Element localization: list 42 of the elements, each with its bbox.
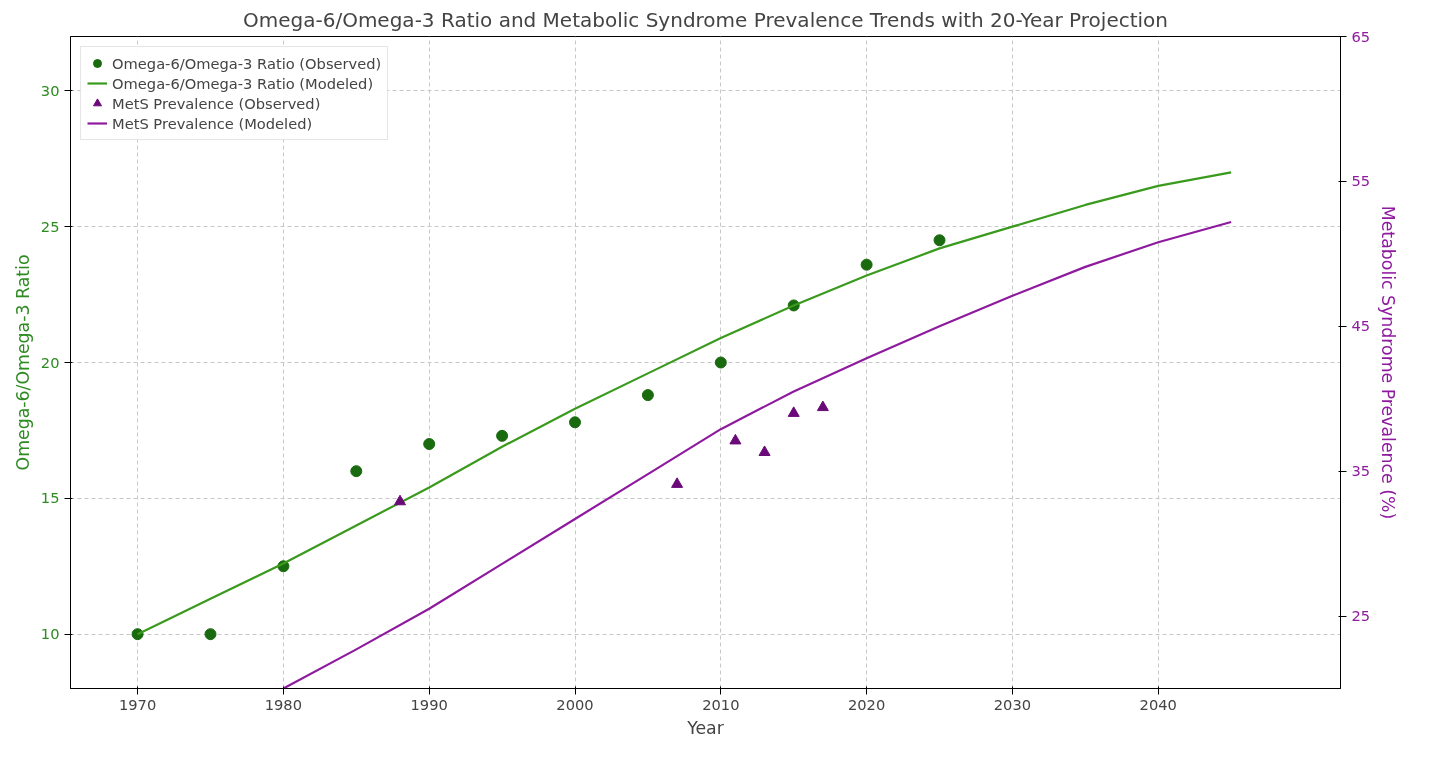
chart-title: Omega-6/Omega-3 Ratio and Metabolic Syndrome Prevalence Trends with 20-Year Projection bbox=[242, 7, 1169, 32]
x-tick-label: 2010 bbox=[702, 695, 740, 713]
x-axis-title: Year bbox=[686, 717, 725, 738]
x-tick-label: 1970 bbox=[118, 695, 157, 713]
point bbox=[729, 433, 742, 445]
x-tick-label: 2040 bbox=[1139, 695, 1177, 713]
point bbox=[816, 400, 829, 412]
legend-label: Omega-6/Omega-3 Ratio (Observed) bbox=[112, 54, 382, 72]
y-tick-label: 20 bbox=[40, 353, 60, 371]
y-tick-label: 25 bbox=[40, 217, 60, 235]
point bbox=[860, 258, 873, 271]
point bbox=[933, 234, 946, 247]
y2-axis-title: Metabolic Syndrome Prevalence (%) bbox=[1378, 205, 1399, 520]
point bbox=[671, 477, 684, 488]
y2-tick-label: 35 bbox=[1351, 462, 1371, 480]
point bbox=[641, 389, 654, 402]
point bbox=[714, 356, 727, 369]
y2-tick-label: 25 bbox=[1351, 607, 1371, 625]
point bbox=[423, 438, 436, 450]
y-tick-label: 15 bbox=[40, 489, 60, 507]
x-tick-label: 2000 bbox=[556, 695, 594, 713]
y2-tick-label: 65 bbox=[1351, 27, 1371, 45]
point bbox=[496, 429, 509, 442]
y-tick-label: 10 bbox=[40, 625, 60, 643]
x-tick-label: 2020 bbox=[847, 695, 886, 713]
y-tick-label: 30 bbox=[40, 81, 60, 99]
x-tick-label: 1980 bbox=[264, 695, 303, 713]
x-tick-label: 1990 bbox=[410, 695, 448, 713]
y-axis-title: Omega-6/Omega-3 Ratio bbox=[12, 254, 33, 471]
point bbox=[394, 494, 407, 506]
point bbox=[204, 628, 217, 641]
legend-label: MetS Prevalence (Modeled) bbox=[112, 114, 313, 132]
line-series bbox=[282, 220, 1233, 689]
point bbox=[758, 445, 771, 457]
x-tick-label: 2030 bbox=[993, 695, 1032, 713]
legend-label: MetS Prevalence (Observed) bbox=[112, 94, 321, 112]
point bbox=[350, 465, 363, 478]
point bbox=[569, 416, 581, 429]
y2-tick-label: 55 bbox=[1351, 172, 1371, 190]
point bbox=[787, 406, 800, 417]
y2-tick-label: 45 bbox=[1351, 317, 1371, 335]
legend-label: Omega-6/Omega-3 Ratio (Modeled) bbox=[112, 74, 374, 92]
